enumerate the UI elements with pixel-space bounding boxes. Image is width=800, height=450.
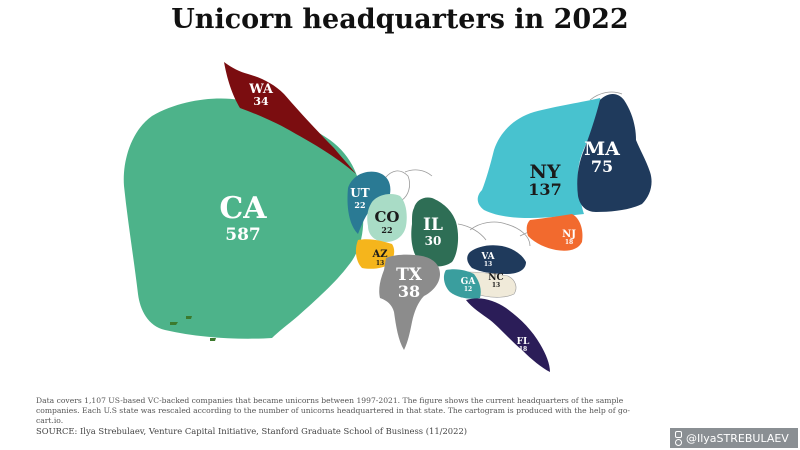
label-ca-name: CA xyxy=(219,191,267,226)
small-island xyxy=(170,322,178,325)
state-wa xyxy=(224,62,356,174)
label-va-count: 13 xyxy=(484,261,492,268)
state-az xyxy=(355,239,395,269)
state-ga xyxy=(443,269,481,299)
twitter-icon xyxy=(675,438,682,446)
label-ga-name: GA xyxy=(461,277,477,287)
small-island xyxy=(210,338,216,341)
small-island xyxy=(186,316,192,319)
label-ut-name: UT xyxy=(350,186,369,200)
state-il xyxy=(411,197,459,267)
state-ut xyxy=(347,171,391,234)
state-nj xyxy=(526,214,583,251)
map-title: Unicorn headquarters in 2022 xyxy=(171,4,629,35)
social-icons xyxy=(675,430,682,446)
label-co-count: 22 xyxy=(381,225,392,235)
label-az-name: AZ xyxy=(371,249,387,260)
linkedin-icon xyxy=(675,430,682,438)
social-handle-badge[interactable]: @IlyaSTREBULAEV xyxy=(670,428,798,448)
label-fl-name: FL xyxy=(517,337,530,347)
state-tx xyxy=(379,254,440,350)
label-va-name: VA xyxy=(480,252,495,262)
social-handle-text: @IlyaSTREBULAEV xyxy=(686,431,789,445)
label-co-name: CO xyxy=(374,208,399,226)
label-az-count: 13 xyxy=(376,260,384,267)
label-ma-name: MA xyxy=(584,138,620,160)
label-tx-name: TX xyxy=(396,265,423,285)
state-co xyxy=(367,194,407,242)
label-wa-count: 34 xyxy=(253,95,269,108)
state-va xyxy=(467,245,526,274)
label-ma-count: 75 xyxy=(591,157,613,176)
label-nj-name: NJ xyxy=(562,229,576,240)
label-tx-count: 38 xyxy=(398,282,420,301)
state-ma xyxy=(577,94,652,212)
label-ca-count: 587 xyxy=(225,225,261,245)
label-ga-count: 12 xyxy=(464,286,472,293)
label-nj-count: 18 xyxy=(565,239,573,246)
label-nc-name: NC xyxy=(488,273,503,283)
methodology-footnote: Data covers 1,107 US-based VC-backed com… xyxy=(36,396,630,425)
label-wa-name: WA xyxy=(248,82,274,97)
label-il-count: 30 xyxy=(425,234,442,248)
source-note: SOURCE: Ilya Strebulaev, Venture Capital… xyxy=(36,426,468,436)
label-ny-name: NY xyxy=(530,161,561,183)
label-ny-count: 137 xyxy=(528,180,561,199)
state-fl xyxy=(466,298,550,372)
label-fl-count: 18 xyxy=(519,346,527,353)
state-ca xyxy=(123,98,364,339)
label-ut-count: 22 xyxy=(354,200,365,210)
label-nc-count: 13 xyxy=(492,282,500,289)
label-il-name: IL xyxy=(423,215,443,235)
state-ny xyxy=(477,98,602,218)
